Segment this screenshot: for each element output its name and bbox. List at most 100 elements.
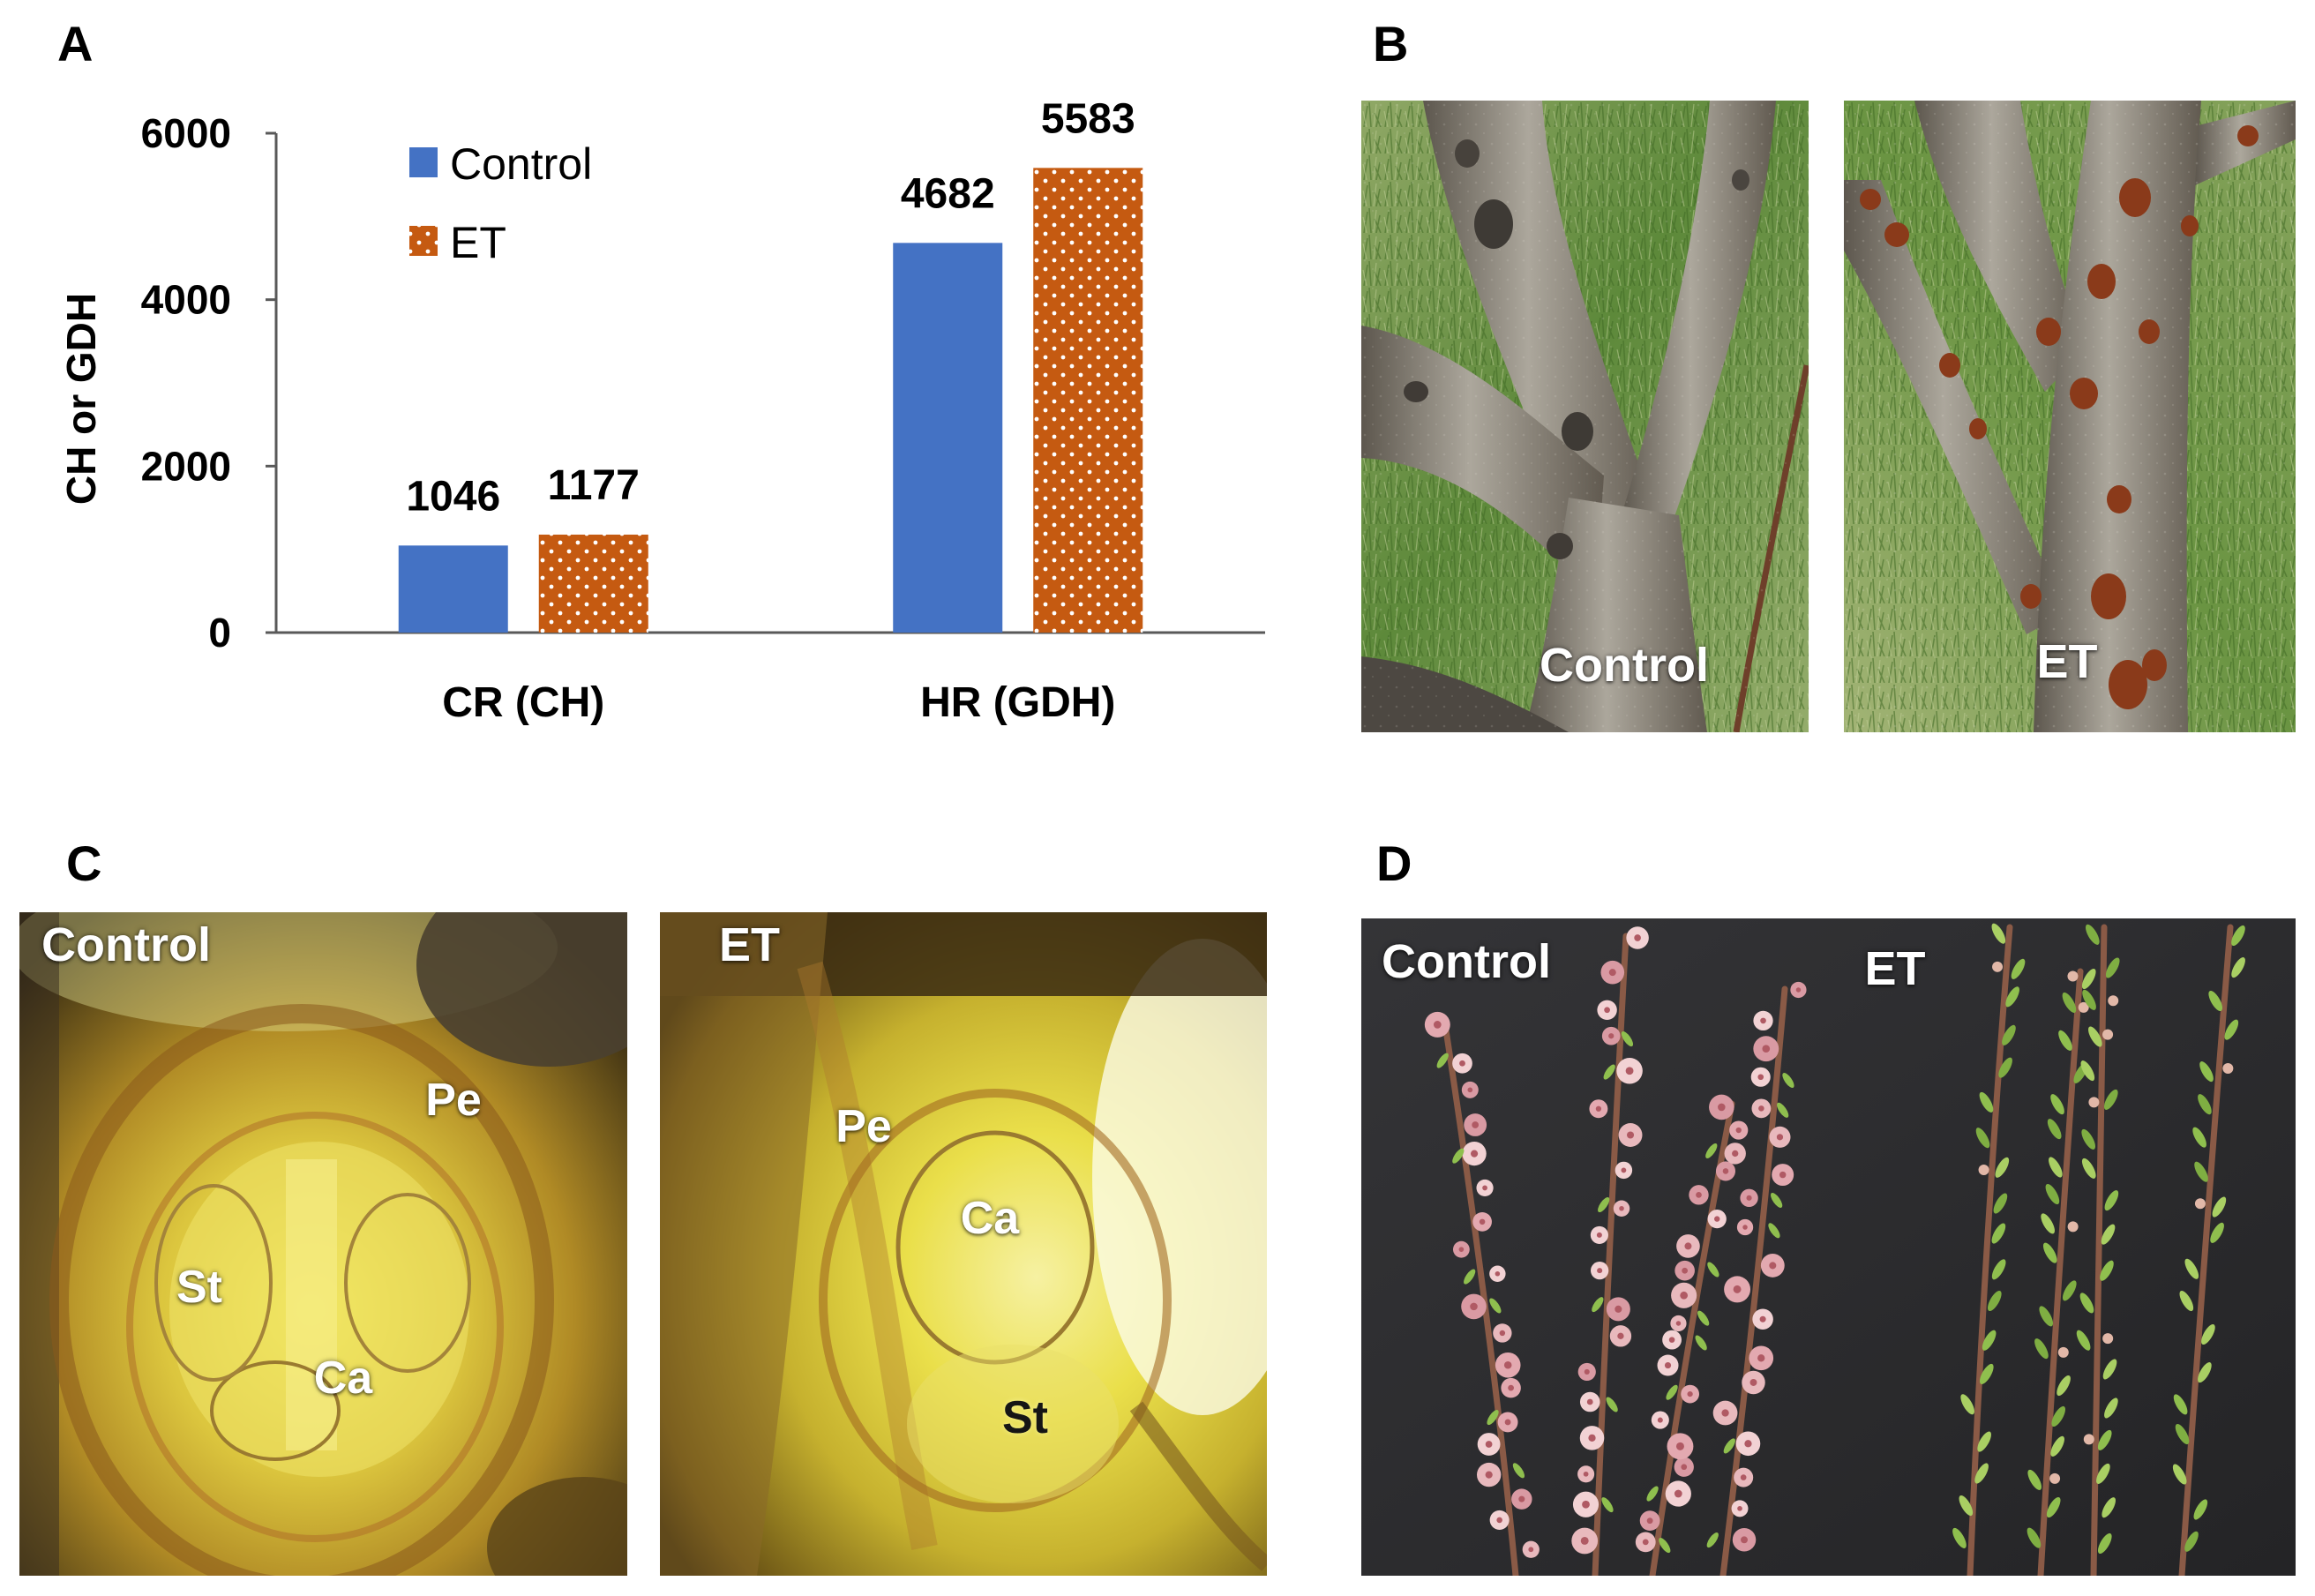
gum-blob: [2036, 318, 2061, 346]
flower-bud: [1978, 1165, 1989, 1176]
photo-label-et: ET: [1864, 942, 1926, 995]
blossom-center: [1496, 1517, 1502, 1524]
bud-scale: [416, 912, 627, 1067]
bar-chart: 6000 4000 2000 0 CH or GDH CR (CH) 1046 1177 HR…: [58, 95, 1265, 726]
leaf-bud: [2193, 1499, 2208, 1520]
leaf-bud: [1991, 923, 2006, 944]
tree-photo-control: Control: [1361, 101, 1809, 732]
blossom-center: [1499, 1330, 1506, 1337]
gum-blob: [2181, 215, 2199, 236]
chart-legend: Control ET: [409, 139, 592, 267]
leaf-bud: [2103, 1089, 2118, 1110]
blossom-center: [1757, 1354, 1765, 1362]
blossom-center: [1742, 1225, 1748, 1230]
tree-photo-et: ET: [1844, 101, 2296, 732]
legend-label-et: ET: [450, 218, 506, 267]
blossom-center: [1597, 1268, 1603, 1274]
blossom-center: [1758, 1105, 1764, 1112]
stamen: [154, 1184, 273, 1382]
leaf-bud: [1975, 1128, 1990, 1149]
blossom-center: [1664, 1361, 1672, 1369]
leaf-bud: [1979, 1363, 1994, 1384]
blossom-center: [1721, 1409, 1729, 1417]
leaf-bud: [1979, 1091, 1994, 1113]
blossom-center: [1479, 1218, 1486, 1225]
leaf-bud: [2198, 1362, 2212, 1383]
bark-knot: [1474, 199, 1513, 249]
leaf-bud: [2080, 1060, 2095, 1082]
branch-group: [1424, 923, 2245, 1576]
stamen: [344, 1193, 471, 1373]
leaf-bud: [1982, 1330, 1997, 1351]
blossom-center: [1740, 1474, 1747, 1480]
branch: [1442, 1021, 1519, 1576]
branch: [1719, 985, 1788, 1576]
leaf-bud: [1993, 1193, 2008, 1214]
leaf-bud: [1512, 1463, 1525, 1479]
chart-axes: 6000 4000 2000 0 CH or GDH: [58, 110, 1265, 656]
blossom-center: [1732, 1150, 1739, 1158]
bark-knot: [1547, 533, 1573, 559]
gum-blob: [2107, 485, 2131, 513]
blossom-center: [1615, 1305, 1622, 1313]
blossom-center: [1625, 1067, 1634, 1075]
blossom-center: [1482, 1185, 1487, 1191]
leaf-bud: [2198, 1094, 2212, 1115]
leaf-bud: [2045, 1183, 2060, 1205]
photo-label-control: Control: [1382, 935, 1551, 988]
data-label: 4682: [901, 170, 995, 217]
leaf-bud: [2049, 1157, 2063, 1178]
tree-photo-et-image: [1844, 101, 2296, 732]
blossom-center: [1582, 1500, 1590, 1509]
branch: [2090, 924, 2108, 1576]
blossom-center: [1621, 1167, 1627, 1173]
gum-blob: [1969, 418, 1987, 439]
data-label: 1046: [406, 473, 500, 520]
bright-region: [1092, 939, 1267, 1415]
leaf-bud: [1974, 1463, 1989, 1484]
bud-section-et-image: [660, 912, 1267, 1576]
bar-control-1: [893, 243, 1003, 633]
gum-blob: [1860, 189, 1881, 210]
blossom-center: [1733, 1285, 1742, 1293]
flower-bud: [2102, 1333, 2114, 1345]
leaf-bud: [1659, 1538, 1671, 1554]
blossom-center: [1757, 1074, 1764, 1081]
leaf-bud: [2231, 925, 2245, 946]
panel-label-a: A: [57, 16, 94, 71]
leaf-bud: [1952, 1527, 1967, 1548]
blossom-center: [1604, 1007, 1610, 1014]
leaf-bud: [1706, 1532, 1719, 1548]
leaf-bud: [1695, 1335, 1707, 1351]
label-carpel: Ca: [960, 1193, 1020, 1244]
leaf-bud: [2046, 1496, 2061, 1518]
y-axis-title: CH or GDH: [58, 293, 104, 505]
leaf-bud: [2079, 1293, 2094, 1314]
leaf-bud: [1436, 1053, 1449, 1068]
leaf-bud: [1987, 1290, 2002, 1312]
leaf-bud: [2034, 1338, 2049, 1360]
blossom-center: [1681, 1464, 1688, 1471]
blossom-center: [1759, 1315, 1766, 1323]
gum-blob: [2139, 319, 2160, 344]
y-tick-label: 0: [208, 610, 231, 656]
leaf-bud: [2199, 1061, 2214, 1083]
blossom-center: [1504, 1419, 1511, 1426]
blossom-center: [1458, 1247, 1465, 1252]
chart-labels: CR (CH) 1046 1177 HR (GDH) 4682 5583: [406, 95, 1135, 726]
blossom-center: [1769, 1262, 1777, 1270]
leaf-bud: [2224, 1019, 2239, 1040]
blossom-center: [1760, 1017, 1766, 1024]
blossom-center: [1684, 1242, 1692, 1250]
leaf-bud: [1697, 1310, 1710, 1326]
bark-texture: [1844, 101, 2296, 732]
leaf-bud: [2027, 1527, 2042, 1548]
flower-bud: [2078, 1001, 2089, 1013]
bud-section-control: Control Pe St Ca: [19, 912, 627, 1576]
blossom-center: [1608, 969, 1616, 977]
leaf-bud: [1621, 1031, 1634, 1047]
bar-et-0: [538, 534, 648, 633]
leaf-bud: [2082, 989, 2096, 1010]
label-petal: Pe: [425, 1075, 482, 1126]
leaf-bud: [1977, 1431, 1991, 1452]
